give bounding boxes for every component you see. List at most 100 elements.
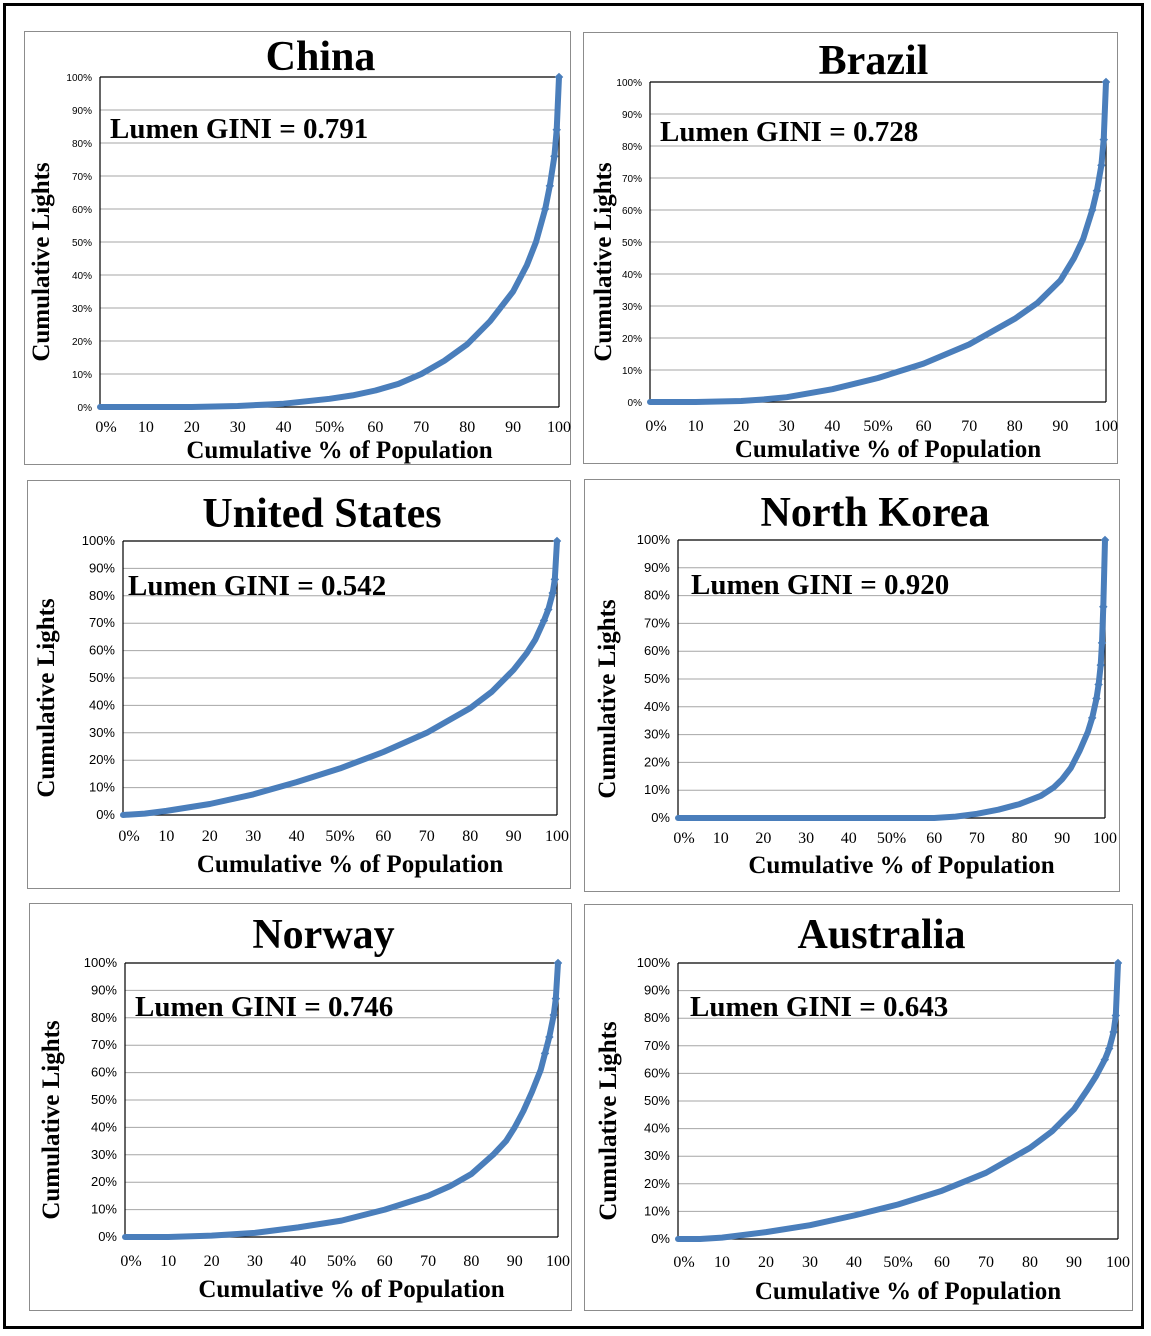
x-tick-label: 90 bbox=[506, 828, 522, 845]
data-point bbox=[1099, 602, 1108, 611]
x-tick-label: 60 bbox=[916, 418, 932, 435]
y-tick-label: 60% bbox=[72, 205, 92, 216]
y-tick-label: 50% bbox=[622, 238, 642, 249]
chart-title: United States bbox=[202, 491, 441, 537]
y-tick-label: 70% bbox=[72, 172, 92, 183]
x-tick-label: 20 bbox=[758, 1254, 774, 1271]
data-point bbox=[1087, 713, 1097, 723]
y-tick-label: 40% bbox=[91, 1119, 117, 1134]
x-tick-label: 50% bbox=[327, 1253, 356, 1270]
y-tick-label: 40% bbox=[644, 1121, 670, 1136]
x-axis-label: Cumulative % of Population bbox=[197, 851, 503, 878]
x-tick-label: 40 bbox=[276, 419, 292, 436]
y-tick-label: 50% bbox=[72, 238, 92, 249]
x-tick-label: 80 bbox=[1007, 418, 1023, 435]
y-tick-label: 0% bbox=[651, 1231, 670, 1246]
y-tick-label: 80% bbox=[91, 1010, 117, 1025]
data-point bbox=[1097, 160, 1106, 170]
panel-australia: 0% 10% 20% 30% 40% 50% 60% 70% 80% 90% 100% 0% 10 20 3… bbox=[584, 904, 1133, 1311]
y-axis-label: Cumulative Lights bbox=[594, 599, 621, 799]
y-tick-label: 0% bbox=[96, 807, 115, 822]
x-tick-label: 0% bbox=[645, 418, 666, 435]
y-tick-label: 0% bbox=[98, 1229, 117, 1244]
y-tick-label: 0% bbox=[651, 810, 670, 825]
y-tick-label: 10% bbox=[622, 366, 642, 377]
x-tick-label: 90 bbox=[1052, 418, 1068, 435]
y-tick-label: 50% bbox=[644, 671, 670, 686]
x-tick-label: 90 bbox=[507, 1253, 523, 1270]
gini-annotation: Lumen GINI = 0.728 bbox=[660, 116, 918, 148]
x-tick-label: 40 bbox=[841, 830, 857, 847]
x-tick-label: 90 bbox=[1054, 830, 1070, 847]
x-tick-label: 30 bbox=[245, 828, 261, 845]
y-tick-label: 40% bbox=[89, 697, 115, 712]
x-tick-label: 80 bbox=[459, 419, 475, 436]
x-tick-label: 20 bbox=[204, 1253, 220, 1270]
x-tick-label: 100 bbox=[547, 419, 571, 436]
x-tick-label: 70 bbox=[420, 1253, 436, 1270]
x-tick-label: 90 bbox=[505, 419, 521, 436]
y-tick-label: 20% bbox=[89, 752, 115, 767]
x-tick-label: 60 bbox=[377, 1253, 393, 1270]
x-tick-label: 10 bbox=[158, 828, 174, 845]
y-tick-label: 10% bbox=[72, 370, 92, 381]
y-tick-label: 30% bbox=[89, 725, 115, 740]
y-tick-label: 90% bbox=[644, 560, 670, 575]
chart-title: China bbox=[266, 34, 376, 80]
x-tick-label: 70 bbox=[969, 830, 985, 847]
x-tick-label: 60 bbox=[375, 828, 391, 845]
data-point bbox=[1096, 660, 1105, 670]
chart-title: Norway bbox=[252, 912, 394, 958]
panel-norway: 0% 10% 20% 30% 40% 50% 60% 70% 80% 90% 100% 0% 10 20 3… bbox=[29, 903, 572, 1311]
x-tick-label: 50% bbox=[883, 1254, 912, 1271]
gini-annotation: Lumen GINI = 0.643 bbox=[690, 991, 948, 1023]
x-tick-label: 80 bbox=[1012, 830, 1028, 847]
x-tick-label: 20 bbox=[733, 418, 749, 435]
x-tick-label: 0% bbox=[673, 1254, 694, 1271]
y-tick-label: 60% bbox=[622, 206, 642, 217]
x-axis-label: Cumulative % of Population bbox=[755, 1278, 1061, 1305]
x-tick-label: 40 bbox=[824, 418, 840, 435]
x-tick-label: 40 bbox=[846, 1254, 862, 1271]
y-tick-label: 80% bbox=[89, 588, 115, 603]
y-tick-label: 80% bbox=[644, 588, 670, 603]
y-tick-label: 70% bbox=[644, 615, 670, 630]
x-tick-label: 30 bbox=[779, 418, 795, 435]
x-tick-label: 10 bbox=[713, 830, 729, 847]
x-tick-label: 70 bbox=[978, 1254, 994, 1271]
y-tick-label: 60% bbox=[91, 1065, 117, 1080]
y-tick-label: 50% bbox=[89, 670, 115, 685]
y-tick-label: 40% bbox=[644, 699, 670, 714]
y-tick-label: 30% bbox=[644, 727, 670, 742]
x-tick-label: 100 bbox=[1094, 418, 1118, 435]
x-tick-label: 40 bbox=[290, 1253, 306, 1270]
gini-annotation: Lumen GINI = 0.746 bbox=[135, 991, 393, 1023]
y-axis-label: Cumulative Lights bbox=[38, 1020, 65, 1220]
y-tick-label: 90% bbox=[89, 560, 115, 575]
x-tick-label: 30 bbox=[247, 1253, 263, 1270]
y-tick-label: 10% bbox=[89, 780, 115, 795]
x-tick-label: 10 bbox=[714, 1254, 730, 1271]
y-tick-label: 70% bbox=[644, 1038, 670, 1053]
x-tick-label: 40 bbox=[289, 828, 305, 845]
panel-china: 0% 10% 20% 30% 40% 50% 60% 70% 80% 90% 100% 0% 10 20 3… bbox=[24, 31, 571, 465]
x-tick-label: 50% bbox=[315, 419, 344, 436]
y-tick-label: 100% bbox=[616, 78, 642, 89]
y-tick-label: 30% bbox=[644, 1148, 670, 1163]
y-tick-label: 40% bbox=[622, 270, 642, 281]
panel-brazil: 0% 10% 20% 30% 40% 50% 60% 70% 80% 90% 100% 0% 10 20 3… bbox=[583, 32, 1118, 464]
y-tick-label: 80% bbox=[72, 139, 92, 150]
x-tick-label: 10 bbox=[138, 419, 154, 436]
x-tick-label: 10 bbox=[688, 418, 704, 435]
x-tick-label: 70 bbox=[419, 828, 435, 845]
x-tick-label: 30 bbox=[230, 419, 246, 436]
x-tick-label: 80 bbox=[462, 828, 478, 845]
x-tick-label: 60 bbox=[934, 1254, 950, 1271]
y-tick-label: 20% bbox=[91, 1174, 117, 1189]
y-tick-label: 100% bbox=[637, 532, 671, 547]
y-tick-label: 20% bbox=[72, 337, 92, 348]
y-tick-label: 50% bbox=[91, 1092, 117, 1107]
gini-annotation: Lumen GINI = 0.791 bbox=[110, 113, 368, 145]
x-axis-label: Cumulative % of Population bbox=[186, 437, 492, 464]
x-tick-label: 100 bbox=[546, 1253, 570, 1270]
